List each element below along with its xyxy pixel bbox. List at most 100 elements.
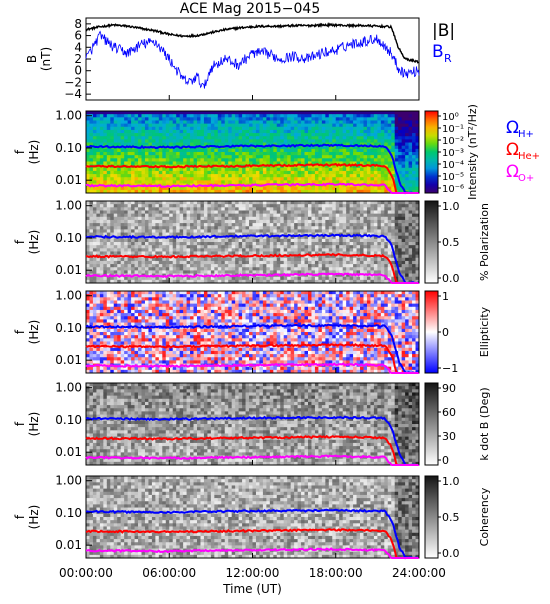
spectro-cell [405,158,409,162]
spectro-cell [169,229,173,233]
spectro-cell [412,124,416,128]
spectro-cell [114,168,118,172]
spectro-cell [402,210,406,214]
colorbar-tick-label: 10⁻⁴ [442,160,464,171]
spectro-cell [398,251,402,255]
spectro-cell [388,274,392,278]
spectro-cell [284,245,288,249]
spectro-cell [103,217,107,221]
spectro-cell [180,114,184,118]
spectro-cell [218,130,222,134]
spectro-cell [166,229,170,233]
spectro-cell [176,120,180,124]
spectro-cell [384,229,388,233]
spectro-cell [176,180,180,184]
spectro-cell [89,171,93,175]
spectro-cell [249,220,253,224]
spectro-cell [384,233,388,237]
spectro-cell [305,117,309,121]
spectro-cell [138,130,142,134]
spectro-cell [93,264,97,268]
spectro-cell [197,136,201,140]
spectro-cell [121,233,125,237]
spectro-cell [270,258,274,262]
spectro-cell [402,255,406,259]
spectro-cell [405,239,409,243]
spectro-cell [159,180,163,184]
spectro-cell [218,120,222,124]
spectro-cell [239,124,243,128]
spectro-cell [173,207,177,211]
spectro-cell [155,120,159,124]
spectro-cell [277,114,281,118]
spectro-cell [142,174,146,178]
spectro-cell [305,155,309,159]
spectro-cell [339,214,343,218]
spectro-cell [148,177,152,181]
spectro-cell [221,270,225,274]
spectro-cell [318,214,322,218]
spectro-cell [173,217,177,221]
spectro-cell [159,226,163,230]
spectro-cell [370,217,374,221]
spectro-cell [180,226,184,230]
spectro-cell [398,165,402,169]
spectro-cell [103,114,107,118]
spectro-cell [353,149,357,153]
spectro-cell [273,201,277,205]
spectro-cell [259,158,263,162]
spectro-cell [114,143,118,147]
spectro-cell [381,207,385,211]
spectro-cell [225,161,229,165]
spectro-cell [263,149,267,153]
spectro-cell [343,261,347,265]
spectro-cell [93,226,97,230]
spectro-cell [235,114,239,118]
spectro-cell [329,204,333,208]
spectro-cell [121,204,125,208]
spectro-cell [249,223,253,227]
spectro-cell [395,136,399,140]
spectro-cell [364,258,368,262]
spectro-cell [298,242,302,246]
spectro-cell [225,245,229,249]
spectro-cell [159,161,163,165]
spectro-cell [162,226,166,230]
spectro-cell [110,264,114,268]
spectro-cell [142,114,146,118]
spectro-cell [339,114,343,118]
spectro-cell [128,133,132,137]
spectro-cell [242,117,246,121]
spectro-cell [353,120,357,124]
spectro-cell [187,226,191,230]
spectro-cell [343,258,347,262]
spectro-cell [103,229,107,233]
spectro-cell [228,120,232,124]
spectro-cell [142,226,146,230]
spectro-cell [246,177,250,181]
spectro-cell [253,124,257,128]
spectro-cell [343,117,347,121]
spectro-cell [280,267,284,271]
spectro-cell [374,155,378,159]
spectro-cell [405,177,409,181]
spectro-cell [221,124,225,128]
spectro-cell [135,277,139,281]
spectro-cell [291,155,295,159]
spectro-cell [187,233,191,237]
spectro-cell [298,130,302,134]
spectro-cell [107,139,111,143]
spectro-cell [367,155,371,159]
spectro-cell [221,155,225,159]
spectro-cell [343,149,347,153]
spectro-cell [253,239,257,243]
spectro-cell [221,127,225,131]
spectro-cell [346,210,350,214]
spectro-cell [412,180,416,184]
spectro-cell [135,239,139,243]
spectro-cell [190,158,194,162]
spectro-cell [173,139,177,143]
spectro-cell [235,207,239,211]
spectro-cell [207,239,211,243]
spectro-cell [103,111,107,115]
